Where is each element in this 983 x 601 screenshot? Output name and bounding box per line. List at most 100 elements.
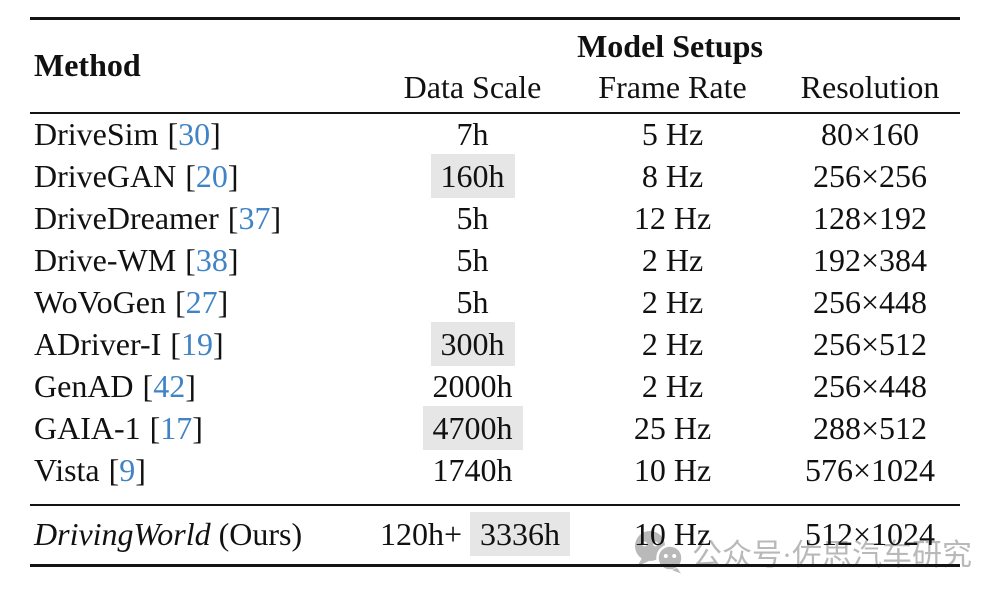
data-scale-cell: 1740h (380, 453, 565, 488)
citation: [42] (143, 368, 196, 404)
data-scale-cell: 5h (380, 243, 565, 278)
table-row: DrivingWorld (Ours) 120h+ 3336h 10 Hz 51… (30, 506, 960, 564)
data-scale-value: 5h (456, 284, 489, 321)
citation-bracket-open: [ (174, 284, 186, 321)
method-name: GAIA-1 (34, 410, 141, 447)
method-name: GenAD (34, 368, 134, 405)
citation-bracket-open: [ (185, 158, 196, 195)
header-rule (30, 112, 960, 114)
citation-link[interactable]: 30 (178, 116, 211, 153)
method-name: Vista (34, 452, 100, 489)
method-name: DrivingWorld (34, 516, 211, 553)
resolution-cell: 80×160 (820, 116, 920, 153)
table-body: DriveSim [30] 7h 5 Hz 80×160 DriveGAN [20]… (30, 114, 960, 564)
resolution-cell: 192×384 (812, 242, 928, 279)
method-cell: WoVoGen [27] (30, 285, 380, 320)
table-row: Drive-WM [38] 5h 2 Hz 192×384 (30, 240, 960, 282)
citation-link[interactable]: 17 (160, 410, 193, 447)
data-scale-cell: 4700h (380, 406, 565, 451)
citation-link[interactable]: 37 (238, 200, 271, 237)
method-cell: Drive-WM [38] (30, 243, 380, 278)
data-scale-cell: 7h (380, 117, 565, 152)
method-cell: GenAD [42] (30, 369, 380, 404)
data-scale-value: 1740h (432, 452, 513, 489)
comparison-table: Method Model Setups Data Scale Frame Rat… (30, 17, 960, 567)
data-scale-cell: 160h (380, 154, 565, 199)
subheader-row: Data Scale Frame Rate Resolution (380, 64, 960, 112)
data-scale-highlighted-value: 160h (430, 154, 515, 199)
data-scale-highlighted-value: 3336h (470, 512, 571, 557)
group-header-model-setups: Model Setups (577, 28, 763, 64)
data-scale-value: 5h (456, 242, 489, 279)
method-name: WoVoGen (34, 284, 166, 321)
method-cell: DriveDreamer [37] (30, 201, 380, 236)
method-cell: GAIA-1 [17] (30, 411, 380, 446)
table-row: DriveGAN [20] 160h 8 Hz 256×256 (30, 154, 960, 199)
citation-bracket-close: ] (135, 452, 146, 489)
top-rule (30, 17, 960, 20)
citation-link[interactable]: 9 (119, 452, 136, 489)
data-scale-highlighted-value: 4700h (422, 406, 523, 451)
citation-link[interactable]: 20 (195, 158, 228, 195)
data-scale-cell: 120h+ 3336h (380, 512, 571, 557)
table-row: Vista [9] 1740h 10 Hz 576×1024 (30, 450, 960, 492)
bottom-rule (30, 564, 960, 567)
frame-rate-cell: 2 Hz (641, 242, 704, 279)
citation: [17] (150, 410, 203, 446)
citation-bracket-close: ] (217, 284, 229, 321)
citation-link[interactable]: 42 (153, 368, 186, 405)
citation: [19] (170, 326, 223, 362)
resolution-cell: 128×192 (812, 200, 928, 237)
data-scale-cell: 2000h (380, 369, 565, 404)
method-cell: DriveSim [30] (30, 117, 380, 152)
frame-rate-cell: 5 Hz (641, 116, 704, 153)
table-row: DriveDreamer [37] 5h 12 Hz 128×192 (30, 198, 960, 240)
resolution-cell: 256×448 (812, 284, 928, 321)
data-scale-cell: 300h (380, 322, 565, 367)
table-row: GenAD [42] 2000h 2 Hz 256×448 (30, 366, 960, 408)
resolution-cell: 256×448 (812, 368, 928, 405)
data-scale-value: 2000h (432, 368, 513, 405)
data-scale-value: 7h (456, 116, 489, 153)
method-name: DriveGAN (34, 158, 177, 195)
citation: [30] (167, 116, 220, 152)
citation: [20] (185, 158, 238, 194)
citation-bracket-close: ] (227, 242, 239, 279)
mid-rule (30, 504, 960, 506)
frame-rate-cell: 2 Hz (641, 368, 704, 405)
citation-bracket-open: [ (170, 326, 181, 363)
data-scale-cell: 5h (380, 285, 565, 320)
column-header-data-scale: Data Scale (403, 69, 542, 106)
column-header-frame-rate: Frame Rate (598, 69, 747, 106)
table-row: GAIA-1 [17] 4700h 25 Hz 288×512 (30, 406, 960, 451)
method-cell: DriveGAN [20] (30, 159, 380, 194)
citation: [38] (185, 242, 238, 278)
resolution-cell: 288×512 (812, 410, 928, 447)
citation: [27] (175, 284, 228, 320)
frame-rate-cell: 10 Hz (633, 452, 712, 489)
column-header-method: Method (34, 47, 141, 84)
frame-rate-cell: 10 Hz (633, 516, 712, 553)
resolution-cell: 512×1024 (804, 516, 936, 553)
citation: [37] (228, 200, 281, 236)
citation-bracket-close: ] (210, 116, 221, 153)
frame-rate-cell: 2 Hz (641, 326, 704, 363)
table-row: ADriver-I [19] 300h 2 Hz 256×512 (30, 322, 960, 367)
frame-rate-cell: 8 Hz (641, 158, 704, 195)
citation-bracket-close: ] (185, 368, 196, 405)
citation-link[interactable]: 19 (180, 326, 213, 363)
method-cell: ADriver-I [19] (30, 327, 380, 362)
citation-bracket-open: [ (108, 452, 120, 489)
citation-bracket-open: [ (142, 368, 154, 405)
citation-bracket-close: ] (270, 200, 282, 237)
citation-link[interactable]: 38 (195, 242, 228, 279)
resolution-cell: 576×1024 (804, 452, 936, 489)
citation: [9] (109, 452, 146, 488)
data-scale-cell: 5h (380, 201, 565, 236)
method-name: DriveDreamer (34, 200, 219, 237)
resolution-cell: 256×512 (812, 326, 928, 363)
citation-link[interactable]: 27 (185, 284, 218, 321)
method-cell: DrivingWorld (Ours) (30, 517, 380, 552)
frame-rate-cell: 2 Hz (641, 284, 704, 321)
data-scale-highlighted-value: 300h (430, 322, 515, 367)
